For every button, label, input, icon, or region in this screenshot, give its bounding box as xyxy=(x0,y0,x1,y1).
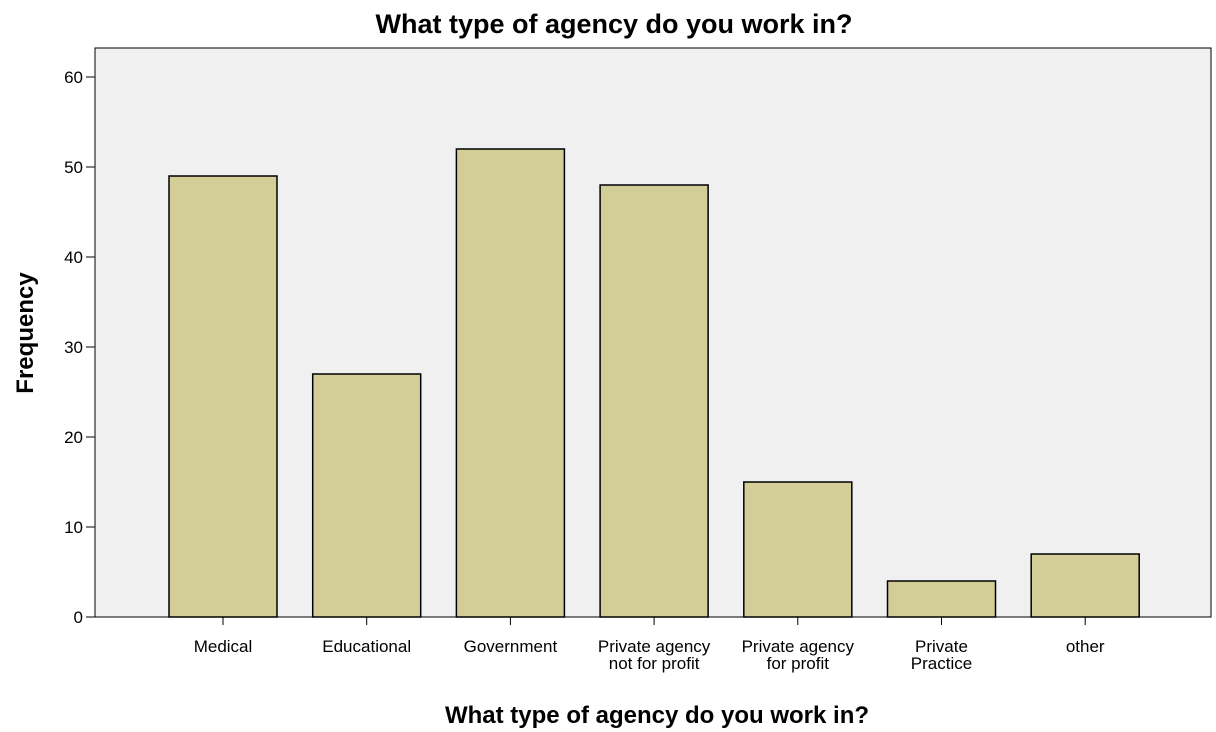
bar-private-agency-not-for-profit xyxy=(599,184,709,618)
x-tick-label: Medical xyxy=(194,637,253,656)
x-tick-label: Government xyxy=(464,637,558,656)
y-tick-label: 0 xyxy=(74,608,83,627)
bar-private-agency-for-profit xyxy=(743,481,853,618)
x-tick-label-line: Government xyxy=(464,637,558,656)
y-tick-label: 50 xyxy=(64,158,83,177)
x-tick-label: other xyxy=(1066,637,1105,656)
y-tick-label: 10 xyxy=(64,518,83,537)
x-tick-label-line: Private agency xyxy=(598,637,711,656)
x-tick-label: Private Practice xyxy=(911,637,972,673)
x-tick-label-line: other xyxy=(1066,637,1105,656)
bars xyxy=(168,148,1140,618)
bar-educational xyxy=(311,373,422,618)
x-tick-label-line: Medical xyxy=(194,637,253,656)
y-axis-title: Frequency xyxy=(12,272,39,394)
x-tick-label-line: Private xyxy=(915,637,968,656)
chart-title: What type of agency do you work in? xyxy=(375,9,852,39)
y-tick-label: 20 xyxy=(64,428,83,447)
x-tick-label-line: Practice xyxy=(911,654,972,673)
x-tick-label-line: Educational xyxy=(322,637,411,656)
x-tick-label-line: not for profit xyxy=(609,654,700,673)
x-tick-label-line: for profit xyxy=(767,654,830,673)
x-axis: Medical Educational Government Private agen… xyxy=(194,617,1105,673)
y-tick-label: 60 xyxy=(64,68,83,87)
bar-government xyxy=(455,148,566,618)
bar-medical xyxy=(168,175,278,618)
x-axis-title: What type of agency do you work in? xyxy=(445,702,869,729)
bar-other xyxy=(1030,553,1140,618)
y-tick-label: 40 xyxy=(64,248,83,267)
y-axis: 0 10 20 30 40 50 60 xyxy=(64,68,95,627)
x-tick-label: Private agency not for profit xyxy=(598,637,711,673)
bar-private-practice xyxy=(886,580,997,618)
y-tick-label: 30 xyxy=(64,338,83,357)
x-tick-label-line: Private agency xyxy=(742,637,855,656)
x-tick-label: Private agency for profit xyxy=(742,637,855,673)
x-tick-label: Educational xyxy=(322,637,411,656)
